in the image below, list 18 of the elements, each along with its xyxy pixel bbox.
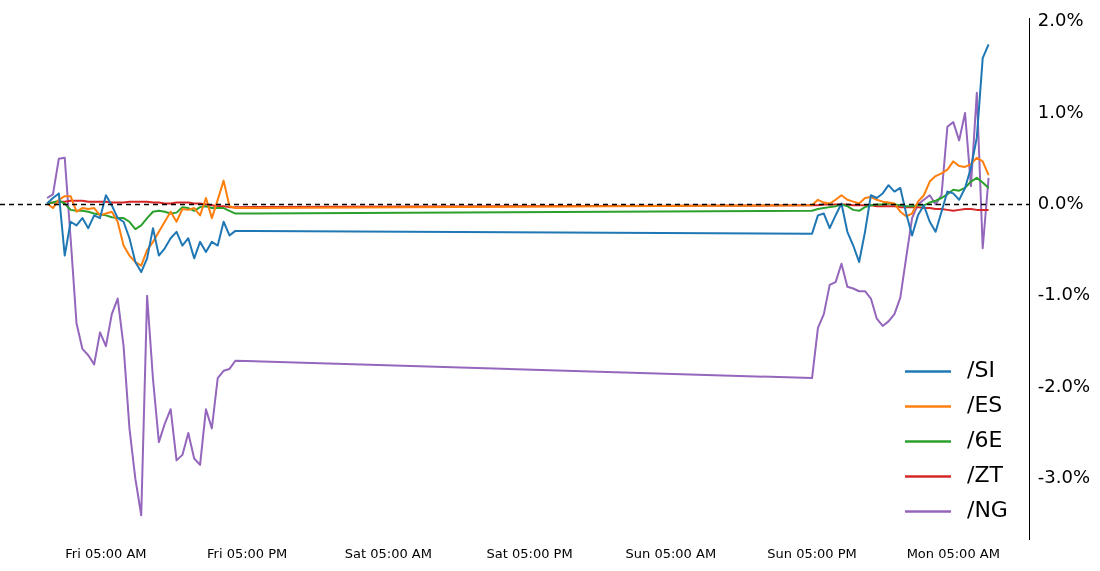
y-tick-label: -1.0% [1037,283,1091,305]
legend-label: /ES [967,392,1003,418]
y-tick-label: 1.0% [1037,100,1084,122]
y-tick-label: -2.0% [1037,374,1091,396]
legend-label: /SI [967,357,995,383]
x-tick-label: Sat 05:00 PM [486,546,573,562]
y-tick-label: 0.0% [1037,192,1084,214]
y-tick-label: -3.0% [1037,466,1091,488]
legend-label: /6E [967,427,1003,453]
x-tick-label: Sun 05:00 AM [625,546,717,562]
x-tick-label: Fri 05:00 AM [65,546,147,562]
x-tick-label: Mon 05:00 AM [906,546,1000,562]
y-tick-label: 2.0% [1037,9,1084,31]
x-tick-label: Sat 05:00 AM [344,546,432,562]
legend-label: /ZT [967,462,1004,488]
x-tick-label: Fri 05:00 PM [207,546,288,562]
x-tick-label: Sun 05:00 PM [767,546,857,562]
legend-label: /NG [967,497,1008,523]
